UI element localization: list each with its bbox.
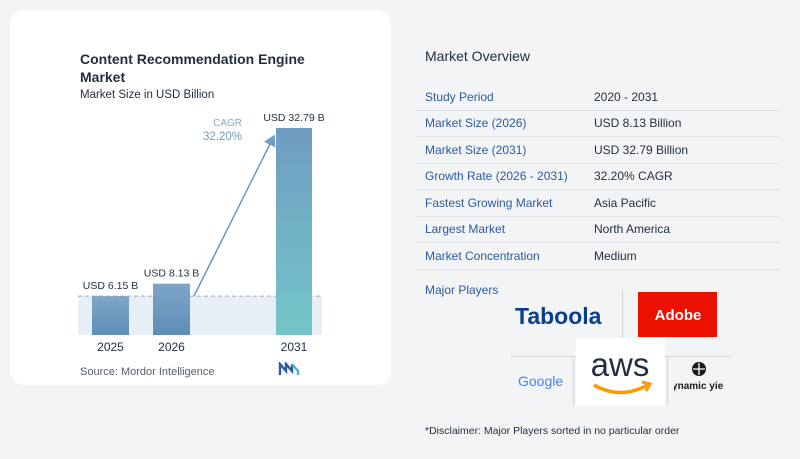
market-bar-chart: USD 6.15 B 2025 USD 8.13 B 2026 USD 32.79 B 2… [78,112,325,354]
taboola-logo: Taboola [515,303,602,329]
row-key: Study Period [416,84,585,111]
row-value: 2020 - 2031 [585,84,780,111]
cagr-value: 32.20% [203,131,242,143]
table-row: Market Size (2026) USD 8.13 Billion [416,110,780,137]
google-logo-text: Google [518,373,563,389]
aws-logo: aws [576,338,665,405]
bar-value-label: USD 8.13 B [144,268,199,280]
dynamic-yield-logo: dynamic yield [674,362,724,392]
logo-grid-divider [573,358,574,406]
dynamic-yield-logo-text: dynamic yield [674,381,724,392]
bar-value-label: USD 6.15 B [83,280,138,292]
taboola-logo-text: Taboola [515,303,602,329]
row-key: Fastest Growing Market [416,189,585,217]
row-key: Growth Rate (2026 - 2031) [416,163,585,190]
overview-title: Market Overview [425,48,531,64]
row-value: 32.20% CAGR [585,163,780,190]
cagr-label: CAGR [213,118,242,129]
chart-title: Content Recommendation Engine Market [80,51,305,85]
chart-subtitle: Market Size in USD Billion [80,89,215,101]
bar-value-label: USD 32.79 B [263,112,324,124]
major-players-label: Major Players [425,283,499,297]
adobe-logo-text: Adobe [655,307,702,324]
row-key: Largest Market [416,216,585,243]
x-tick-label: 2025 [97,340,124,354]
row-key: Market Size (2031) [416,136,585,164]
row-value: USD 32.79 Billion [585,136,780,164]
table-row: Fastest Growing Market Asia Pacific [416,189,780,217]
row-key: Market Concentration [416,242,585,270]
cagr-arrow [193,134,276,297]
table-row: Study Period 2020 - 2031 [416,84,780,111]
market-overview-table: Study Period 2020 - 2031 Market Size (202… [416,84,780,270]
source-note: Source: Mordor Intelligence [80,366,215,378]
logo-grid-divider [667,358,668,406]
x-tick-label: 2026 [158,340,185,354]
x-tick-label: 2031 [281,340,308,354]
bar-2026 [153,283,190,335]
adobe-logo: Adobe [638,292,717,337]
aws-logo-text: aws [591,346,650,383]
table-row: Growth Rate (2026 - 2031) 32.20% CAGR [416,163,780,190]
table-row: Market Size (2031) USD 32.79 Billion [416,136,780,164]
bar-2031 [276,128,312,335]
google-logo: Google [518,373,563,389]
row-key: Market Size (2026) [416,110,585,137]
mordor-intelligence-logo [278,362,300,375]
row-value: North America [585,216,780,243]
disclaimer: *Disclaimer: Major Players sorted in no … [425,425,680,437]
row-value: Asia Pacific [585,189,780,217]
table-row: Largest Market North America [416,216,780,243]
row-value: USD 8.13 Billion [585,110,780,137]
bar-2025 [92,296,129,335]
row-value: Medium [585,242,780,270]
table-row: Market Concentration Medium [416,242,780,270]
logo-grid-divider [622,290,623,342]
